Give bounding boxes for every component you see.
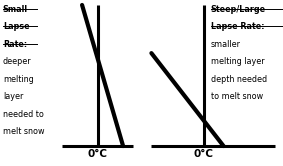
Text: 0°C: 0°C	[88, 149, 108, 159]
Text: smaller: smaller	[211, 40, 241, 49]
Text: Rate:: Rate:	[3, 40, 27, 49]
Text: layer: layer	[3, 92, 23, 101]
Text: Lapse: Lapse	[3, 22, 29, 31]
Text: Lapse Rate:: Lapse Rate:	[211, 22, 264, 31]
Text: 0°C: 0°C	[194, 149, 214, 159]
Text: melting: melting	[3, 75, 34, 84]
Text: melting layer: melting layer	[211, 57, 264, 66]
Text: Small: Small	[3, 5, 28, 14]
Text: deeper: deeper	[3, 57, 31, 66]
Text: Steep/Large: Steep/Large	[211, 5, 266, 14]
Text: needed to: needed to	[3, 110, 44, 119]
Text: melt snow: melt snow	[3, 127, 44, 136]
Text: to melt snow: to melt snow	[211, 92, 263, 101]
Text: depth needed: depth needed	[211, 75, 267, 84]
